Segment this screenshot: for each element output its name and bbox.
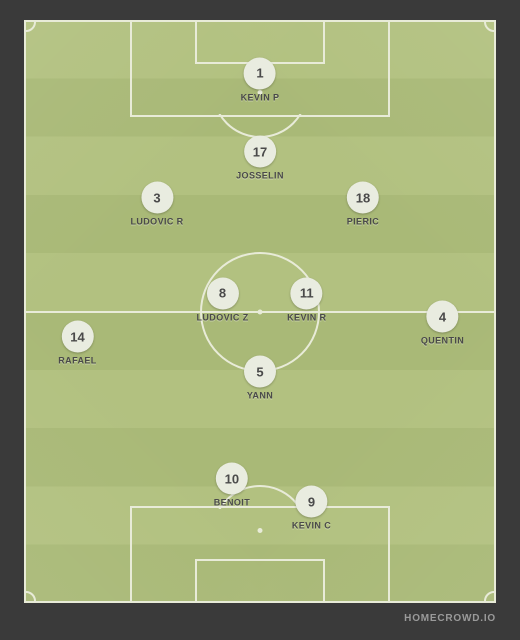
player-name-label: YANN: [244, 391, 276, 401]
player-name-label: QUENTIN: [421, 336, 464, 346]
player-name-label: KEVIN C: [292, 521, 331, 531]
pitch-border: 1 KEVIN P 17 JOSSELIN 3 LUDOVIC R 18 PIERIC 8 LUD…: [24, 20, 496, 603]
player-number: 1: [244, 57, 276, 89]
player-number: 5: [244, 356, 276, 388]
player-number: 14: [61, 321, 93, 353]
corner-arc-tr: [484, 12, 504, 32]
player-marker: 11 KEVIN R: [287, 277, 326, 322]
player-name-label: JOSSELIN: [236, 171, 284, 181]
watermark: HOMECROWD.IO: [404, 613, 496, 624]
player-marker: 10 BENOIT: [214, 463, 250, 508]
player-name-label: KEVIN P: [241, 92, 280, 102]
player-name-label: PIERIC: [347, 217, 379, 227]
six-yard-box-bottom: [195, 559, 325, 601]
player-name-label: RAFAEL: [58, 356, 96, 366]
player-marker: 1 KEVIN P: [241, 57, 280, 102]
player-name-label: BENOIT: [214, 498, 250, 508]
player-number: 17: [244, 136, 276, 168]
center-spot: [258, 309, 263, 314]
corner-arc-bl: [16, 591, 36, 611]
corner-arc-br: [484, 591, 504, 611]
player-name-label: LUDOVIC R: [130, 217, 183, 227]
player-marker: 9 KEVIN C: [292, 486, 331, 531]
pitch-container: 1 KEVIN P 17 JOSSELIN 3 LUDOVIC R 18 PIERIC 8 LUD…: [24, 20, 496, 603]
player-number: 9: [295, 486, 327, 518]
player-name-label: LUDOVIC Z: [196, 312, 248, 322]
player-name-label: KEVIN R: [287, 312, 326, 322]
player-marker: 5 YANN: [244, 356, 276, 401]
player-marker: 3 LUDOVIC R: [130, 182, 183, 227]
player-number: 3: [141, 182, 173, 214]
player-marker: 4 QUENTIN: [421, 301, 464, 346]
player-marker: 14 RAFAEL: [58, 321, 96, 366]
penalty-spot-bottom: [258, 528, 263, 533]
player-number: 10: [216, 463, 248, 495]
player-number: 4: [427, 301, 459, 333]
player-number: 8: [207, 277, 239, 309]
corner-arc-tl: [16, 12, 36, 32]
player-number: 18: [347, 182, 379, 214]
player-number: 11: [291, 277, 323, 309]
player-marker: 8 LUDOVIC Z: [196, 277, 248, 322]
player-marker: 18 PIERIC: [347, 182, 379, 227]
player-marker: 17 JOSSELIN: [236, 136, 284, 181]
